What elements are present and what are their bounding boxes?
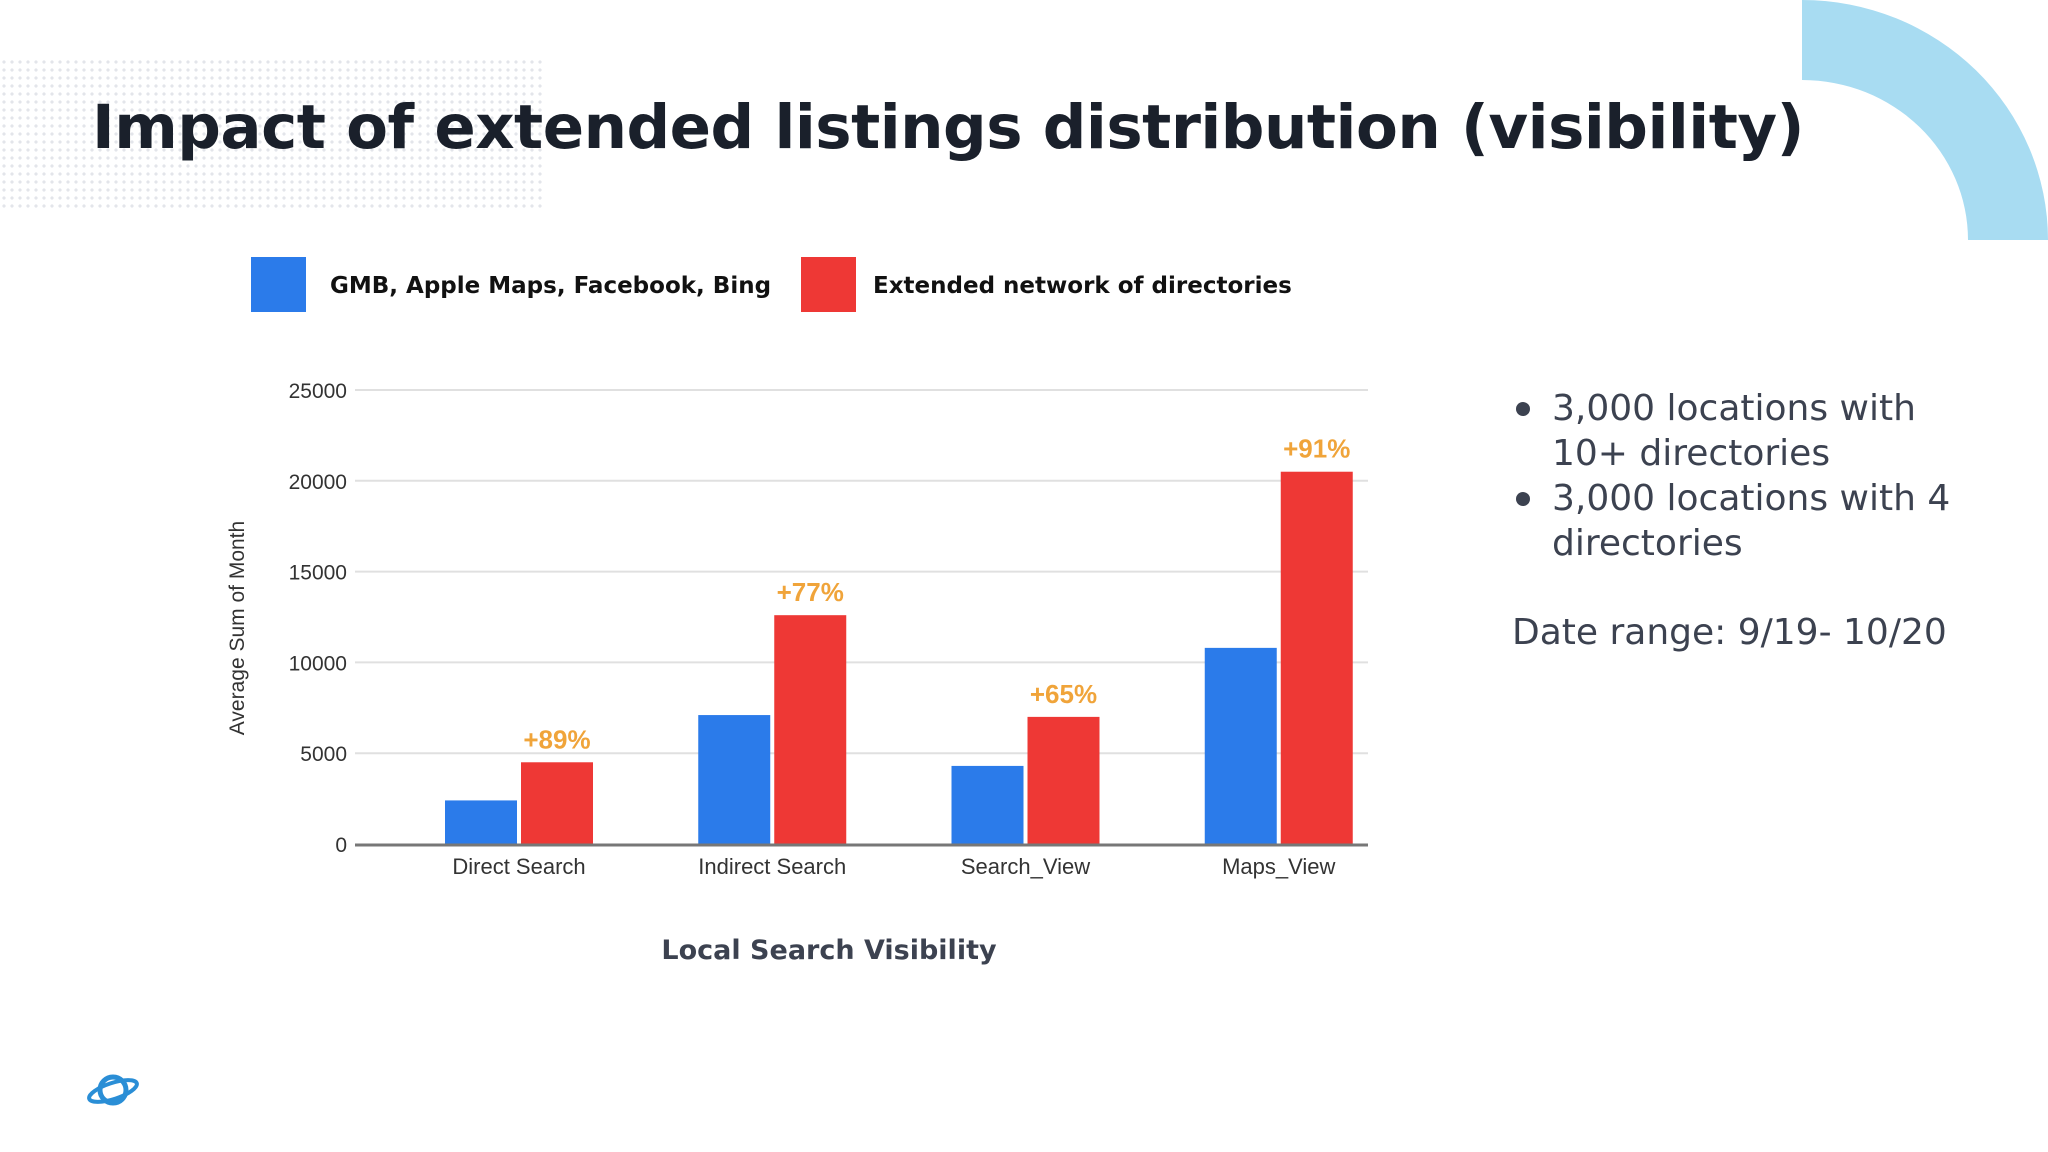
bar-extended	[1027, 716, 1100, 844]
x-tick-label: Search_View	[961, 854, 1090, 879]
y-tick-label: 5000	[300, 743, 347, 766]
y-axis-label: Average Sum of Month	[226, 521, 249, 735]
y-tick-label: 0	[335, 834, 347, 857]
bar-primary	[1204, 647, 1277, 844]
bullet-list: 3,000 locations with 10+ directories 3,0…	[1512, 386, 1982, 566]
bar-primary	[445, 800, 517, 844]
bullet-item: 3,000 locations with 4 directories	[1512, 476, 1982, 566]
percent-annotation: +65%	[1030, 679, 1097, 709]
x-tick-label: Indirect Search	[698, 854, 846, 879]
percent-annotation: +89%	[523, 724, 590, 754]
chart-legend: GMB, Apple Maps, Facebook, Bing Extended …	[251, 257, 1292, 312]
legend-swatch	[801, 257, 856, 312]
y-tick-label: 15000	[289, 562, 347, 585]
arc-shape	[1802, 0, 2048, 240]
y-tick-label: 10000	[289, 652, 347, 675]
slide-title: Impact of extended listings distribution…	[92, 92, 1805, 163]
legend-swatch	[251, 257, 306, 312]
y-tick-label: 20000	[289, 471, 347, 494]
x-axis-tick-labels: Direct Search Indirect Search Search_View M…	[452, 854, 1335, 879]
planet-logo-icon	[87, 1074, 139, 1106]
chart-bars	[445, 471, 1353, 844]
legend-label: GMB, Apple Maps, Facebook, Bing	[330, 273, 771, 299]
bullet-text: 3,000 locations with 10+ directories	[1552, 388, 1916, 474]
corner-arc-decoration	[1802, 0, 2048, 240]
bullet-text: 3,000 locations with 4 directories	[1552, 478, 1951, 564]
bar-extended	[774, 615, 847, 844]
date-range-text: Date range: 9/19- 10/20	[1512, 612, 1947, 653]
dot-grid-decoration	[0, 58, 545, 208]
x-axis-title: Local Search Visibility	[661, 935, 997, 966]
percent-annotation: +91%	[1283, 434, 1350, 464]
bullet-item: 3,000 locations with 10+ directories	[1512, 386, 1982, 476]
y-tick-label: 25000	[289, 380, 347, 403]
bar-extended	[521, 762, 593, 844]
bar-extended	[1280, 471, 1353, 844]
legend-label: Extended network of directories	[873, 273, 1292, 299]
chart-gridlines	[355, 389, 1368, 755]
bar-primary	[951, 765, 1024, 844]
bullet-dot-icon	[1516, 402, 1530, 416]
y-axis-tick-labels: 0 5000 10000 15000 20000 25000	[289, 380, 347, 857]
bar-primary	[698, 715, 771, 844]
x-tick-label: Maps_View	[1222, 854, 1335, 879]
bullet-dot-icon	[1516, 492, 1530, 506]
percent-annotation: +77%	[777, 577, 844, 607]
x-tick-label: Direct Search	[452, 854, 585, 879]
percent-annotations: +89% +77% +65% +91%	[523, 434, 1350, 755]
